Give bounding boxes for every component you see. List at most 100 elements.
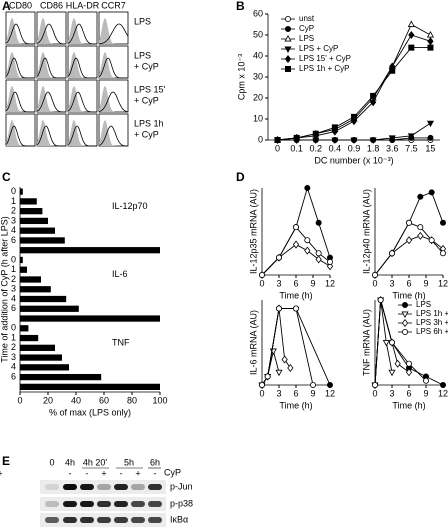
cyp-sign: + xyxy=(0,468,3,478)
x-axis-label: Time (h) xyxy=(392,400,425,410)
y-tick-label: 1 xyxy=(11,196,16,206)
legend-marker xyxy=(284,15,291,22)
legend-label: LPS xyxy=(416,300,431,309)
y-tick-label: 10 xyxy=(253,113,263,123)
x-tick-label: 7.5 xyxy=(405,143,418,153)
marker-histogram xyxy=(67,57,97,79)
blot-band xyxy=(80,501,94,507)
cyp-sign: + xyxy=(101,468,106,478)
y-tick-label: 3 xyxy=(11,284,16,294)
legend-label: unst xyxy=(299,14,315,23)
data-point xyxy=(428,189,435,196)
x-tick-label: 3 xyxy=(389,278,394,288)
legend-marker xyxy=(401,318,409,328)
data-point xyxy=(417,231,424,240)
y-tick-label: 0 xyxy=(258,134,263,144)
bar xyxy=(20,325,29,332)
marker-histogram xyxy=(98,57,128,79)
data-point xyxy=(377,296,384,303)
bar xyxy=(20,295,67,303)
column-header: CD86 xyxy=(40,0,63,10)
data-point xyxy=(428,237,435,244)
x-tick-label: 80 xyxy=(127,395,137,405)
data-point xyxy=(405,360,412,367)
series-line xyxy=(261,308,291,386)
isotype-histogram xyxy=(6,18,35,44)
y-tick-label: 4 xyxy=(11,362,16,372)
bar xyxy=(20,217,48,225)
data-point xyxy=(331,137,339,144)
data-point xyxy=(388,135,396,142)
cyp-sign: + xyxy=(135,468,140,478)
y-tick-label: 4 xyxy=(11,293,16,303)
marker-histogram xyxy=(99,23,129,45)
isotype-histogram xyxy=(6,86,35,112)
bar xyxy=(20,373,102,381)
y-axis-label: IL-12p35 mRNA (AU) xyxy=(248,189,258,274)
isotype-histogram xyxy=(99,86,128,112)
blot-row-label: p-Jun xyxy=(170,481,193,491)
y-tick-label: 2 xyxy=(11,342,16,352)
x-tick-label: 6 xyxy=(406,278,411,288)
row-label: LPS xyxy=(134,16,151,26)
blot-band xyxy=(80,484,94,490)
isotype-histogram xyxy=(99,52,128,78)
data-point xyxy=(258,381,265,388)
x-tick-label: 0.9 xyxy=(348,143,361,153)
y-axis-label: Cpm x 10⁻³ xyxy=(236,54,246,100)
series-line xyxy=(261,308,314,386)
y-tick-label: 3 xyxy=(11,352,16,362)
annotation: IL-12p70 xyxy=(112,201,148,211)
row-label: LPS 15' xyxy=(134,84,166,94)
blot-band xyxy=(148,517,162,523)
marker-histogram xyxy=(36,57,66,79)
legend-label: LPS 1h + CyP xyxy=(416,309,448,318)
data-point xyxy=(388,339,395,346)
panel-label: B xyxy=(236,0,245,13)
x-tick-label: 100 xyxy=(152,395,167,405)
blot-band xyxy=(97,484,111,490)
blot-band xyxy=(131,484,145,490)
data-point xyxy=(350,137,358,144)
x-axis-label: Time (h) xyxy=(392,290,425,300)
axis-line xyxy=(261,300,330,386)
data-point xyxy=(275,254,282,261)
data-point xyxy=(274,136,281,144)
data-point xyxy=(407,20,415,27)
data-point xyxy=(326,258,333,265)
bar xyxy=(20,315,160,322)
cyp-sign: - xyxy=(86,468,89,478)
bar xyxy=(20,344,55,351)
data-point xyxy=(292,224,299,231)
blot-band xyxy=(148,484,162,490)
data-point xyxy=(287,363,294,373)
data-point xyxy=(371,381,378,388)
blot-band xyxy=(114,501,128,507)
annotation: TNF xyxy=(112,338,130,348)
data-point xyxy=(405,368,413,377)
data-point xyxy=(326,381,333,388)
y-tick-label: 2 xyxy=(11,274,16,284)
x-tick-label: 0 xyxy=(372,388,377,398)
annotation: IL-6 xyxy=(112,269,128,279)
bar xyxy=(20,286,51,293)
cyp-sign: - xyxy=(120,468,123,478)
timepoint-label: 4h xyxy=(65,457,75,467)
x-axis-label: Time (h) xyxy=(279,290,312,300)
data-point xyxy=(275,369,283,377)
cyp-sign: - xyxy=(69,468,72,478)
legend-label: LPS xyxy=(299,34,314,43)
x-tick-label: 0 xyxy=(17,395,22,405)
y-tick-label: 2 xyxy=(11,206,16,216)
x-tick-label: 0 xyxy=(259,388,264,398)
x-tick-label: 0.2 xyxy=(310,143,323,153)
data-point xyxy=(304,237,311,244)
marker-histogram xyxy=(5,91,35,113)
bar xyxy=(20,305,79,312)
x-tick-label: 0 xyxy=(275,143,280,153)
y-axis-label: IL-6 mRNA (AU) xyxy=(248,310,258,375)
series-line xyxy=(261,350,280,386)
data-point xyxy=(312,130,319,137)
data-point xyxy=(315,250,322,257)
data-point xyxy=(394,359,401,368)
